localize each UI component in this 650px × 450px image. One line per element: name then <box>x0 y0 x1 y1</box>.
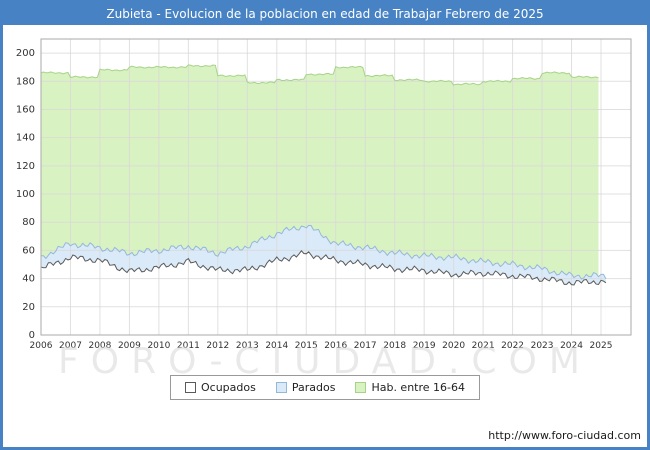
legend-label: Hab. entre 16-64 <box>371 381 466 394</box>
svg-text:2013: 2013 <box>236 341 259 351</box>
svg-text:2025: 2025 <box>590 341 613 351</box>
svg-text:2019: 2019 <box>413 341 436 351</box>
legend-item: Parados <box>275 381 336 394</box>
svg-text:200: 200 <box>16 48 35 59</box>
svg-text:60: 60 <box>22 245 35 256</box>
legend: Ocupados Parados Hab. entre 16-64 <box>169 375 481 400</box>
legend-swatch <box>184 382 196 393</box>
svg-text:2022: 2022 <box>501 341 524 351</box>
svg-text:20: 20 <box>22 302 35 313</box>
svg-text:2014: 2014 <box>265 341 288 351</box>
svg-text:80: 80 <box>22 217 35 228</box>
svg-text:2018: 2018 <box>383 341 406 351</box>
svg-text:180: 180 <box>16 76 35 87</box>
svg-text:2021: 2021 <box>472 341 495 351</box>
chart-area: 0 20 40 60 80 100 120 140 160 180 200 2006 2007 2008 2… <box>3 25 647 377</box>
legend-label: Parados <box>291 381 336 394</box>
svg-text:2020: 2020 <box>442 341 465 351</box>
svg-text:2015: 2015 <box>295 341 318 351</box>
population-area-chart: 0 20 40 60 80 100 120 140 160 180 200 2006 2007 2008 2… <box>16 38 632 351</box>
svg-text:120: 120 <box>16 161 35 172</box>
svg-text:2017: 2017 <box>354 341 377 351</box>
svg-text:2011: 2011 <box>177 341 200 351</box>
svg-text:2016: 2016 <box>324 341 347 351</box>
svg-text:2006: 2006 <box>30 341 53 351</box>
svg-text:2008: 2008 <box>88 341 111 351</box>
legend-swatch <box>275 382 287 393</box>
svg-text:2024: 2024 <box>560 341 583 351</box>
footer-url-link[interactable]: http://www.foro-ciudad.com <box>488 429 641 442</box>
legend-label: Ocupados <box>200 381 256 394</box>
svg-text:140: 140 <box>16 133 35 144</box>
svg-text:2007: 2007 <box>59 341 82 351</box>
svg-text:2010: 2010 <box>147 341 170 351</box>
chart-title: Zubieta - Evolucion de la poblacion en e… <box>3 3 647 25</box>
svg-text:0: 0 <box>29 330 35 341</box>
legend-item: Ocupados <box>184 381 256 394</box>
svg-text:160: 160 <box>16 104 35 115</box>
svg-text:100: 100 <box>16 189 35 200</box>
svg-text:2009: 2009 <box>118 341 141 351</box>
svg-text:2012: 2012 <box>206 341 229 351</box>
legend-item: Hab. entre 16-64 <box>355 381 465 394</box>
svg-text:2023: 2023 <box>531 341 554 351</box>
legend-swatch <box>355 382 367 393</box>
svg-text:40: 40 <box>22 274 35 285</box>
